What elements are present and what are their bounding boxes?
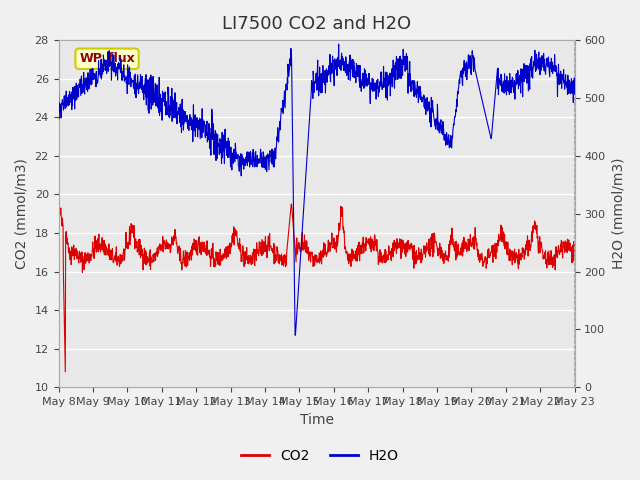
Legend: CO2, H2O: CO2, H2O: [236, 443, 404, 468]
Title: LI7500 CO2 and H2O: LI7500 CO2 and H2O: [222, 15, 411, 33]
Text: WP_flux: WP_flux: [79, 52, 135, 65]
Y-axis label: CO2 (mmol/m3): CO2 (mmol/m3): [15, 158, 29, 269]
X-axis label: Time: Time: [300, 413, 333, 427]
Y-axis label: H2O (mmol/m3): H2O (mmol/m3): [611, 158, 625, 269]
